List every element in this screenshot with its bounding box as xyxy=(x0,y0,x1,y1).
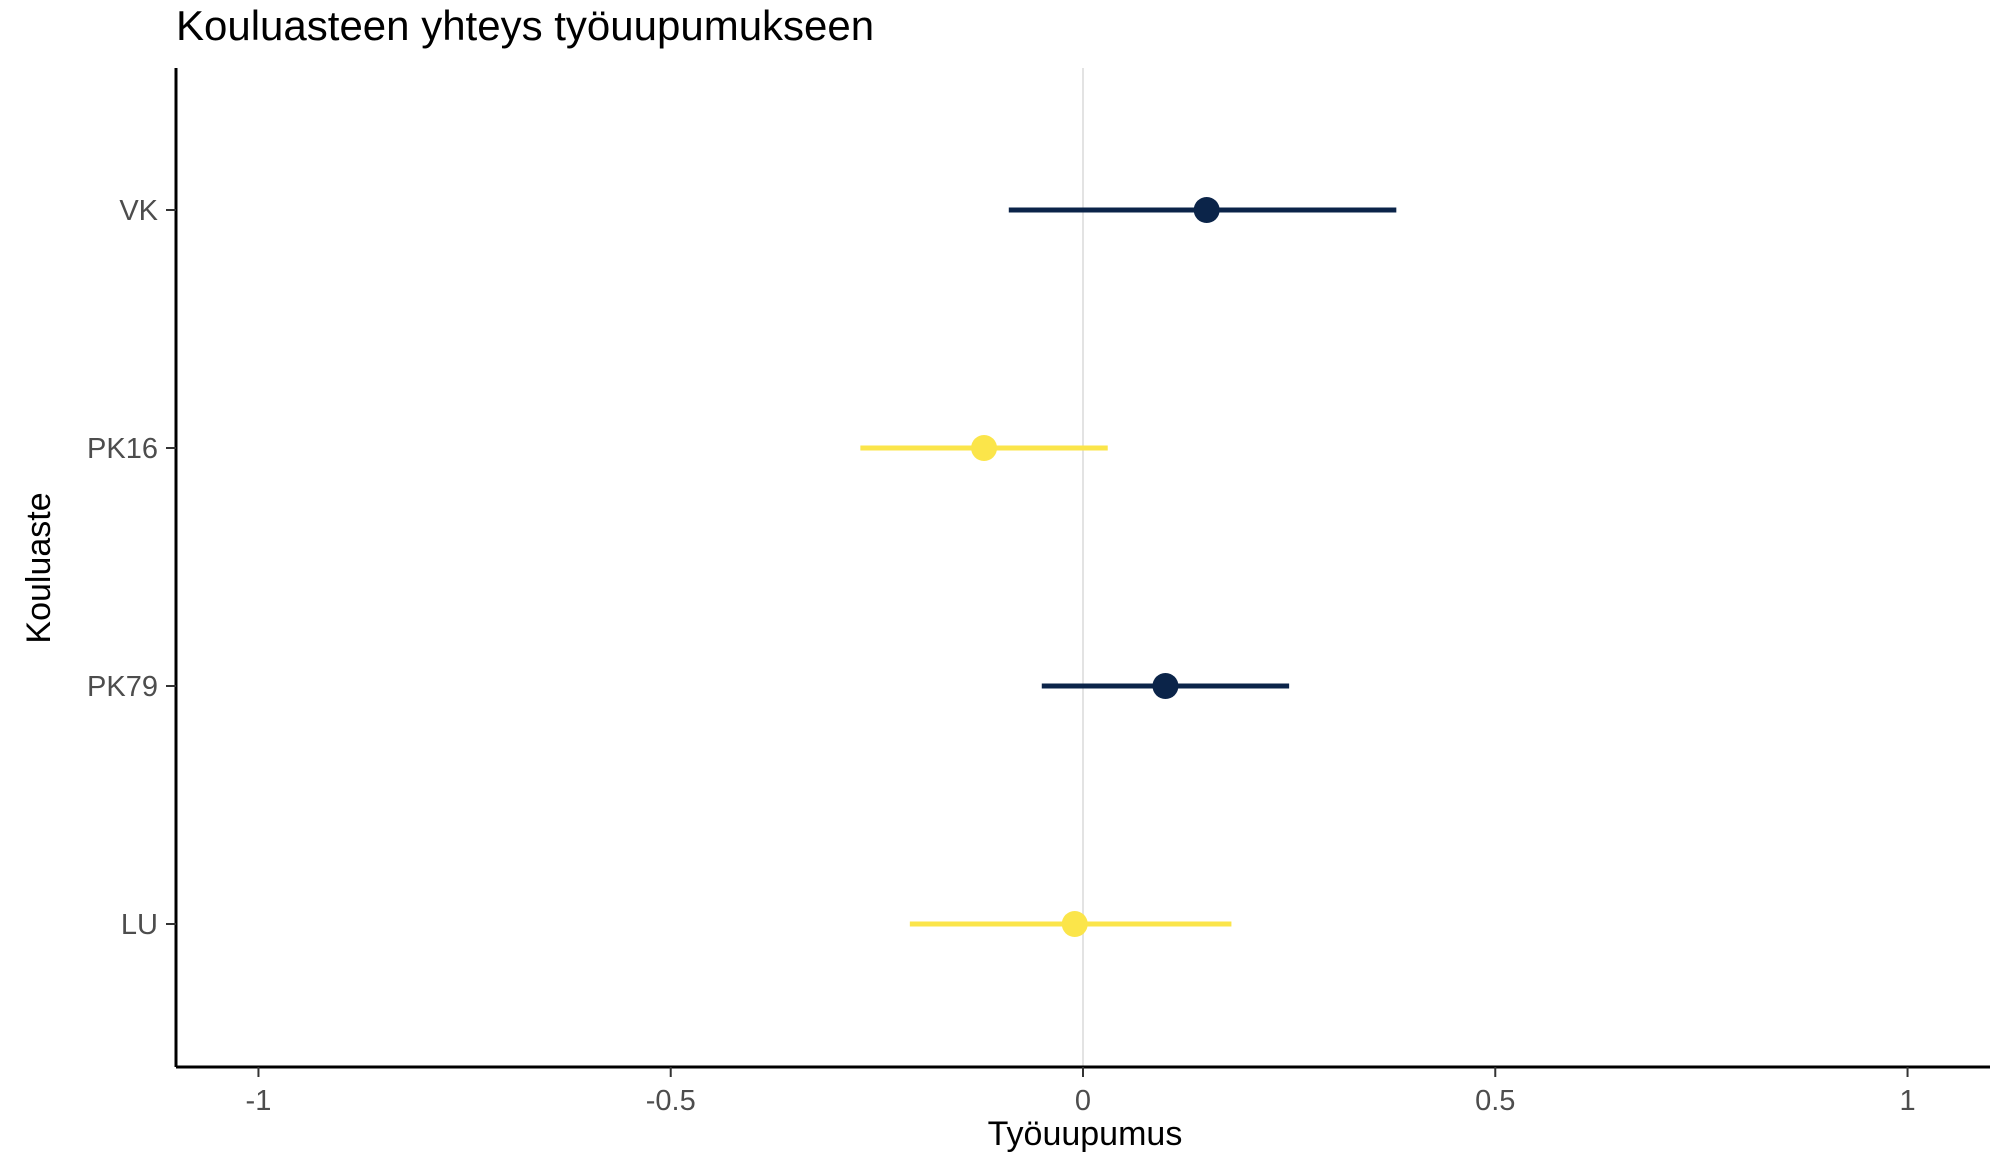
x-axis-title: Työuupumus xyxy=(988,1115,1183,1153)
x-tick-label: -0.5 xyxy=(646,1085,696,1117)
x-tick-label: 0 xyxy=(1075,1085,1091,1117)
x-tick-label: 0.5 xyxy=(1475,1085,1515,1117)
y-tick-label: PK16 xyxy=(87,433,158,465)
point-pk79 xyxy=(1152,673,1178,699)
chart-title: Kouluasteen yhteys työuupumukseen xyxy=(176,2,874,49)
point-vk xyxy=(1194,197,1220,223)
point-lu xyxy=(1062,911,1088,937)
axes: -1 -0.5 0 0.5 1 VK PK16 PK79 LU xyxy=(87,68,1990,1117)
y-axis-title: Kouluaste xyxy=(20,492,58,643)
marks xyxy=(860,197,1396,937)
x-tick-label: 1 xyxy=(1899,1085,1915,1117)
y-tick-label: VK xyxy=(119,195,158,227)
x-tick-label: -1 xyxy=(246,1085,272,1117)
y-tick-label: LU xyxy=(121,909,158,941)
point-pk16 xyxy=(971,435,997,461)
y-tick-label: PK79 xyxy=(87,671,158,703)
